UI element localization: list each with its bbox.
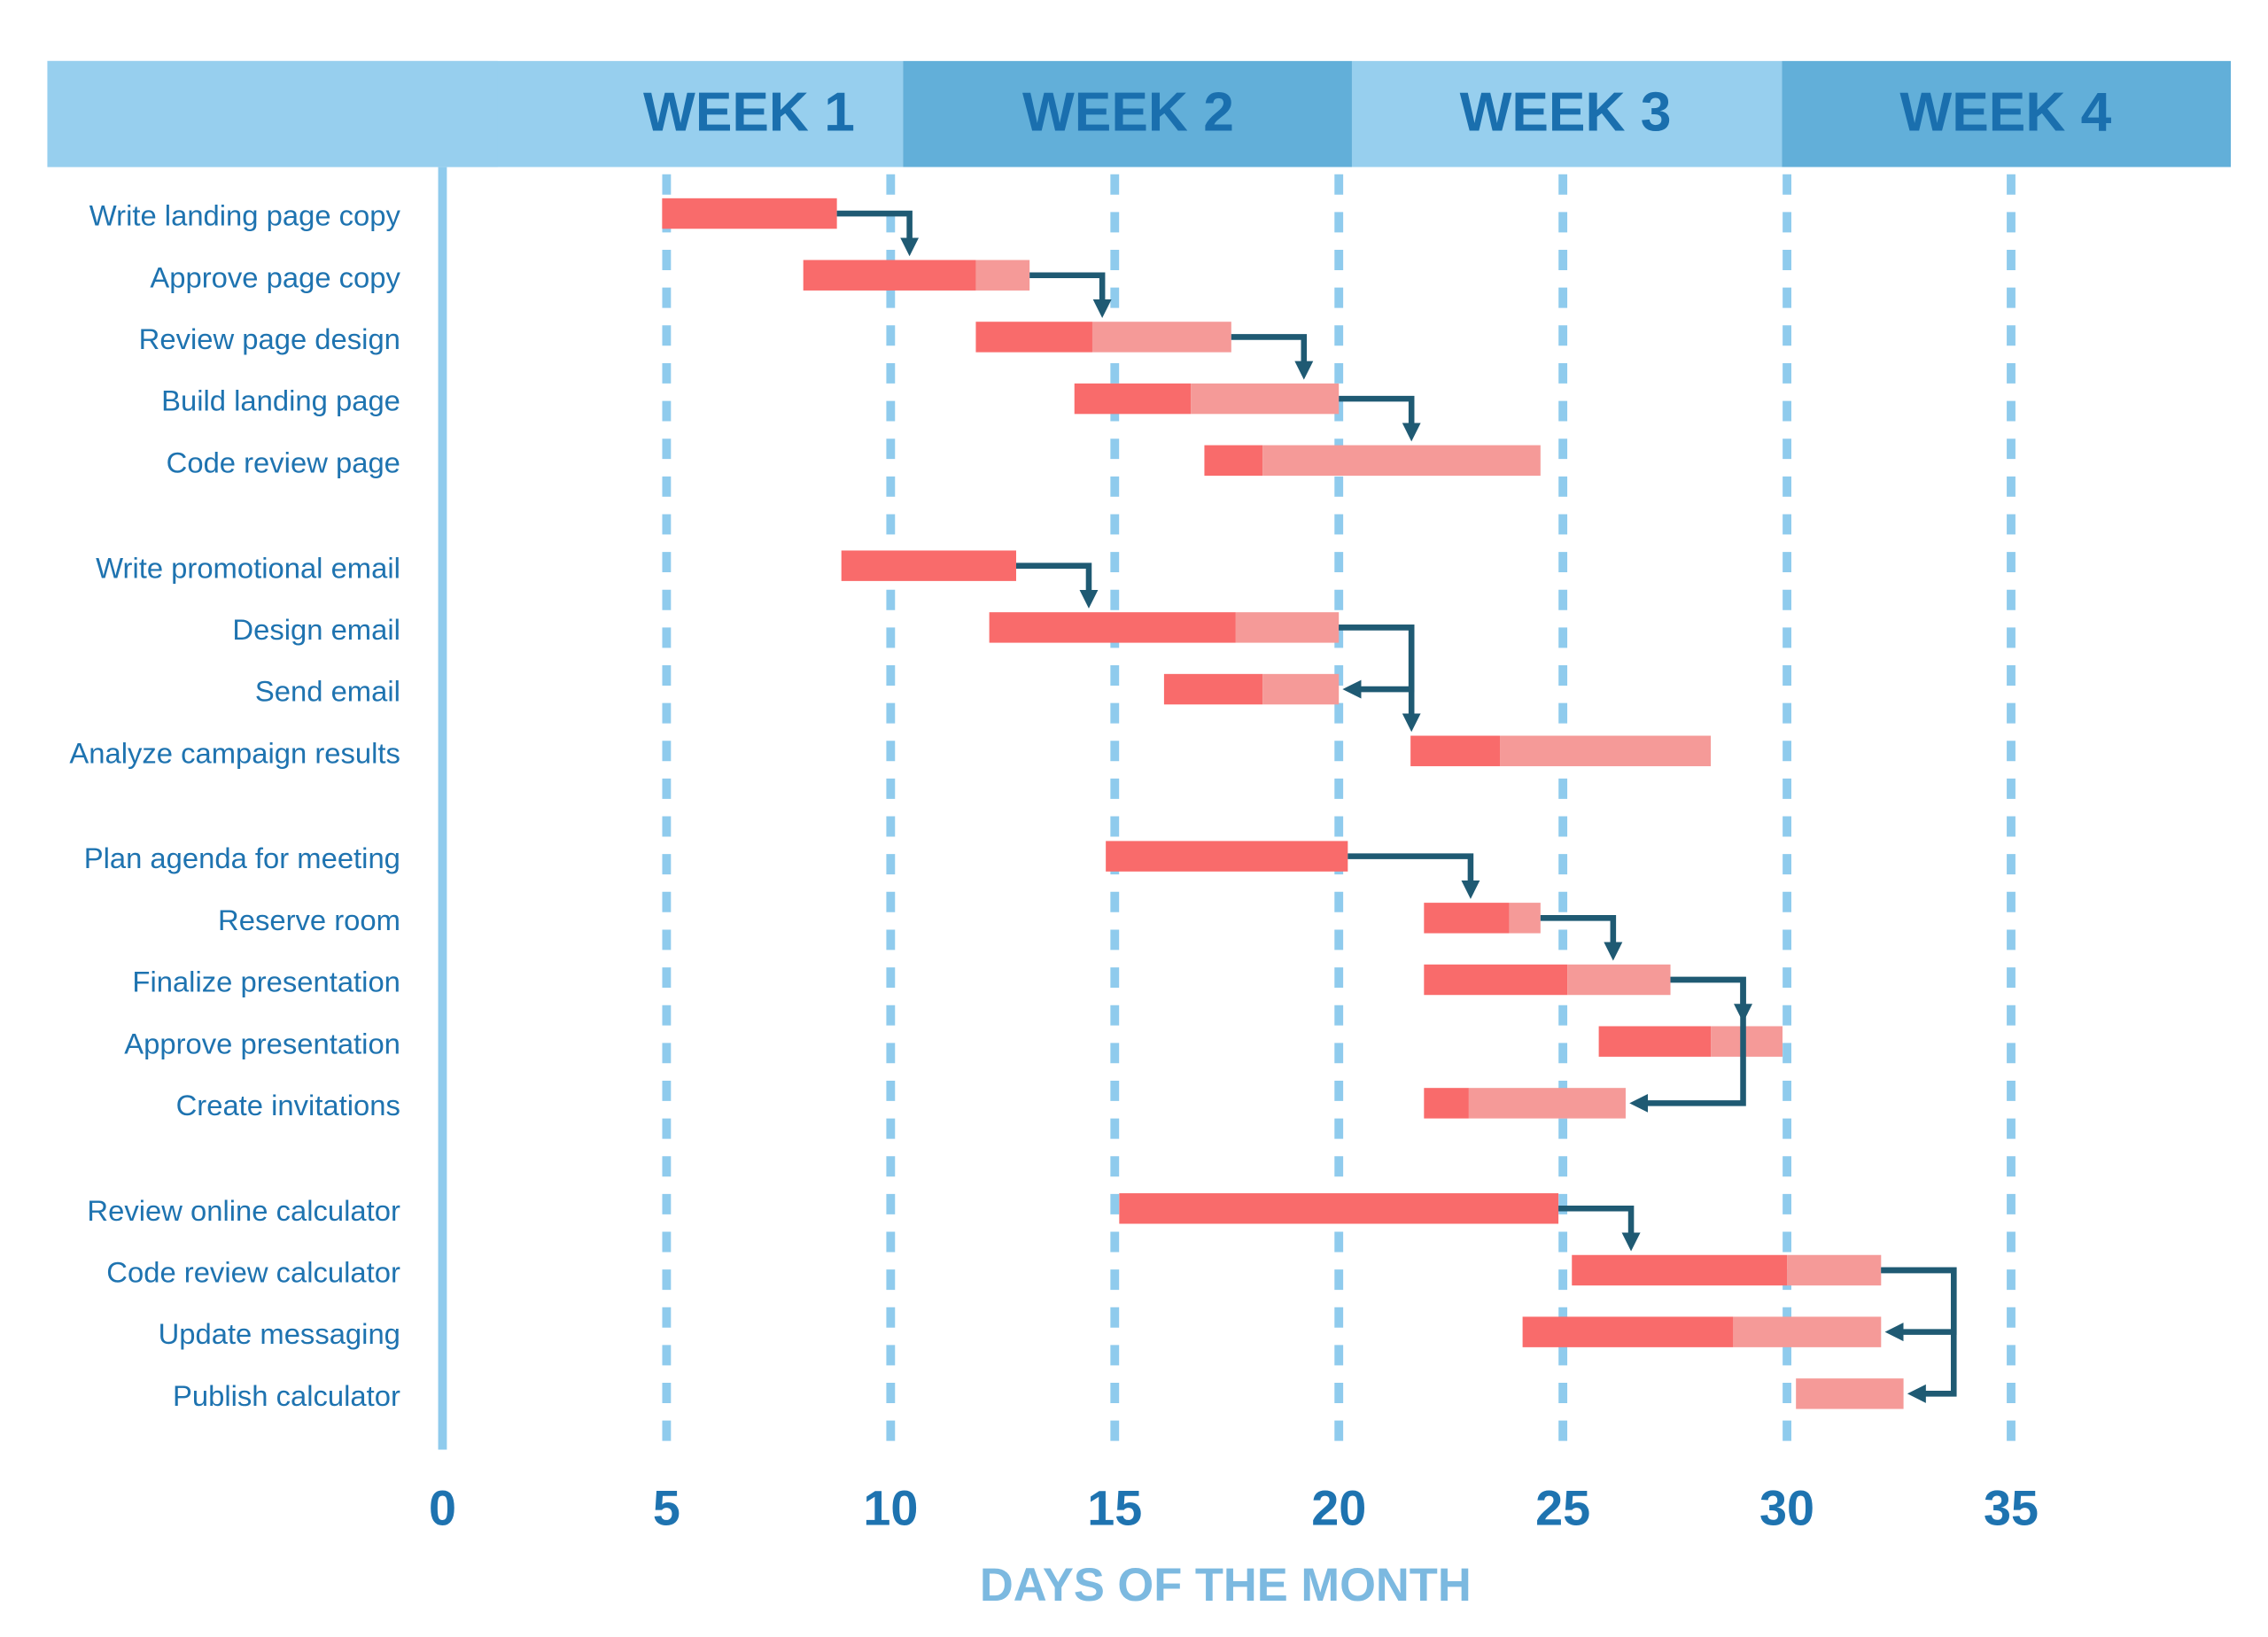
bar-done bbox=[1204, 445, 1263, 477]
dependency-arrow bbox=[1339, 395, 1421, 442]
dependency-arrow bbox=[1348, 853, 1480, 899]
bar-remaining bbox=[1509, 903, 1541, 934]
week-band bbox=[903, 60, 1352, 167]
bar-remaining bbox=[1262, 445, 1541, 477]
bar-done bbox=[1163, 673, 1263, 705]
task-label: Review page design bbox=[139, 322, 400, 355]
dependency-arrow bbox=[1029, 272, 1112, 318]
week-label: WEEK 1 bbox=[643, 82, 855, 144]
header-band bbox=[47, 60, 498, 167]
bar-remaining bbox=[1262, 673, 1340, 705]
week-label: WEEK 3 bbox=[1460, 82, 1672, 144]
dependency-arrow bbox=[1540, 915, 1623, 961]
dependency-arrow bbox=[1629, 976, 1746, 1113]
bar-done bbox=[1522, 1316, 1734, 1347]
x-tick-label: 25 bbox=[1535, 1481, 1590, 1536]
task-label: Write promotional email bbox=[96, 551, 400, 584]
x-tick-label: 30 bbox=[1759, 1481, 1814, 1536]
bar-remaining bbox=[1733, 1316, 1882, 1347]
task-label: Code review calculator bbox=[106, 1256, 400, 1289]
dependency-arrow bbox=[1015, 562, 1099, 609]
bar-remaining bbox=[1567, 964, 1671, 996]
x-axis-title: DAYS OF THE MONTH bbox=[980, 1560, 1472, 1611]
task-label: Approve page copy bbox=[150, 260, 400, 293]
dependency-arrow bbox=[1558, 1205, 1641, 1252]
week-label: WEEK 2 bbox=[1022, 82, 1234, 144]
task-label: Send email bbox=[255, 675, 400, 708]
x-tick-label: 35 bbox=[1984, 1481, 2039, 1536]
bar-remaining bbox=[1711, 1026, 1783, 1057]
bar-remaining bbox=[1796, 1378, 1904, 1409]
bar-remaining bbox=[1235, 612, 1340, 643]
task-label: Code review page bbox=[167, 446, 400, 478]
task-label: Review online calculator bbox=[87, 1194, 400, 1227]
dependency-arrow bbox=[1670, 976, 1753, 1023]
bar-done bbox=[1598, 1026, 1712, 1057]
bar-remaining bbox=[1468, 1088, 1626, 1119]
bar-done bbox=[803, 260, 976, 291]
bar-done bbox=[1410, 735, 1501, 766]
bar-done bbox=[975, 322, 1092, 353]
bar-done bbox=[1572, 1254, 1788, 1286]
dependency-arrow bbox=[1339, 625, 1421, 733]
dependency-arrow bbox=[1881, 1267, 1957, 1403]
x-tick-label: 20 bbox=[1311, 1481, 1366, 1536]
bar-remaining bbox=[1091, 322, 1231, 353]
task-label: Design email bbox=[232, 613, 400, 646]
bar-remaining bbox=[1191, 383, 1340, 415]
x-tick-label: 10 bbox=[863, 1481, 918, 1536]
dependency-arrow bbox=[1339, 625, 1415, 699]
task-label: Approve presentation bbox=[124, 1027, 400, 1059]
bar-done bbox=[1074, 383, 1192, 415]
bar-done bbox=[1119, 1193, 1559, 1224]
bar-done bbox=[662, 198, 837, 229]
bar-done bbox=[1424, 1088, 1469, 1119]
bar-done bbox=[841, 550, 1016, 581]
x-tick-label: 0 bbox=[429, 1481, 456, 1536]
bar-remaining bbox=[1500, 735, 1712, 766]
week-band bbox=[1782, 60, 2232, 167]
task-label: Finalize presentation bbox=[132, 966, 400, 998]
bar-remaining bbox=[1787, 1254, 1882, 1286]
week-band bbox=[1351, 60, 1783, 167]
bar-done bbox=[1424, 964, 1568, 996]
task-label: Publish calculator bbox=[173, 1379, 400, 1412]
bar-done bbox=[1106, 841, 1348, 872]
task-label: Build landing page bbox=[161, 384, 400, 417]
task-label: Analyze campaign results bbox=[69, 736, 400, 769]
bar-done bbox=[989, 612, 1236, 643]
bar-done bbox=[1424, 903, 1510, 934]
task-label: Write landing page copy bbox=[89, 199, 401, 232]
dependency-arrow bbox=[1231, 334, 1314, 380]
task-label: Create invitations bbox=[176, 1089, 400, 1121]
bar-remaining bbox=[975, 260, 1030, 291]
task-label: Update messaging bbox=[159, 1317, 400, 1350]
x-tick-label: 15 bbox=[1087, 1481, 1142, 1536]
task-label: Plan agenda for meeting bbox=[84, 842, 400, 874]
dependency-arrow bbox=[836, 210, 920, 257]
week-label: WEEK 4 bbox=[1899, 82, 2111, 144]
x-tick-label: 5 bbox=[653, 1481, 680, 1536]
task-label: Reserve room bbox=[218, 904, 400, 936]
dependency-arrow bbox=[1881, 1267, 1957, 1342]
